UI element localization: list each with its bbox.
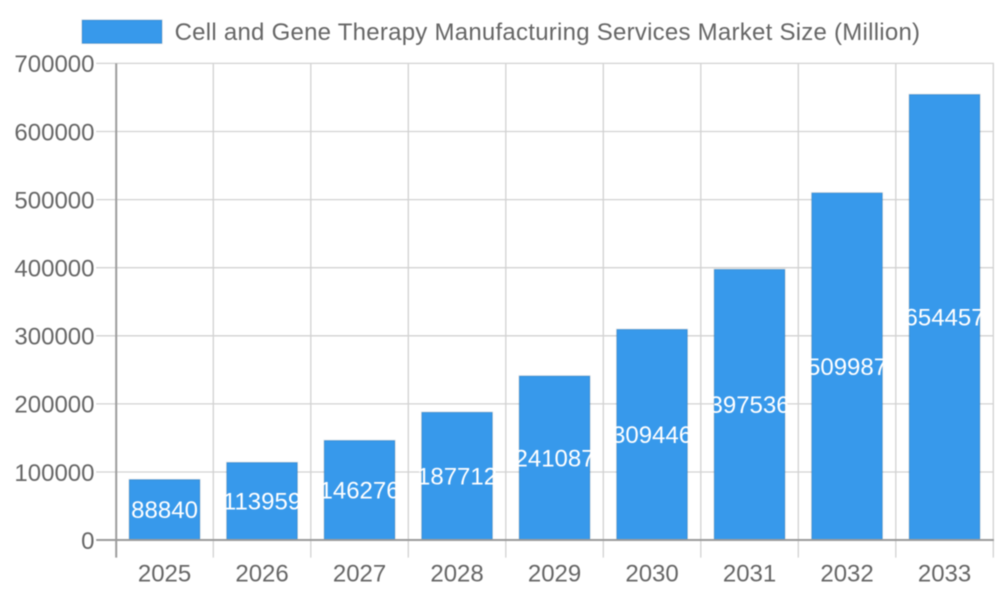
svg-text:2028: 2028 <box>430 561 483 588</box>
svg-text:Cell and Gene Therapy Manufact: Cell and Gene Therapy Manufacturing Serv… <box>175 19 921 46</box>
svg-text:2030: 2030 <box>625 561 678 588</box>
svg-text:2025: 2025 <box>138 561 191 588</box>
svg-text:654457: 654457 <box>905 305 985 332</box>
svg-text:0: 0 <box>81 528 94 555</box>
svg-text:300000: 300000 <box>14 324 94 351</box>
svg-text:2032: 2032 <box>820 561 873 588</box>
svg-text:241087: 241087 <box>515 445 595 472</box>
svg-text:146276: 146276 <box>320 478 400 505</box>
svg-text:2026: 2026 <box>235 561 288 588</box>
svg-text:88840: 88840 <box>131 497 198 524</box>
svg-text:100000: 100000 <box>14 460 94 487</box>
svg-text:2027: 2027 <box>333 561 386 588</box>
svg-text:400000: 400000 <box>14 256 94 283</box>
svg-text:397536: 397536 <box>710 392 790 419</box>
svg-text:500000: 500000 <box>14 187 94 214</box>
svg-text:187712: 187712 <box>417 464 497 491</box>
svg-text:509987: 509987 <box>807 354 887 381</box>
svg-text:2031: 2031 <box>723 561 776 588</box>
svg-text:600000: 600000 <box>14 119 94 146</box>
svg-text:309446: 309446 <box>612 422 692 449</box>
svg-text:2033: 2033 <box>918 561 971 588</box>
svg-text:700000: 700000 <box>14 51 94 78</box>
svg-text:2029: 2029 <box>528 561 581 588</box>
svg-text:200000: 200000 <box>14 392 94 419</box>
svg-text:113959: 113959 <box>223 489 301 516</box>
